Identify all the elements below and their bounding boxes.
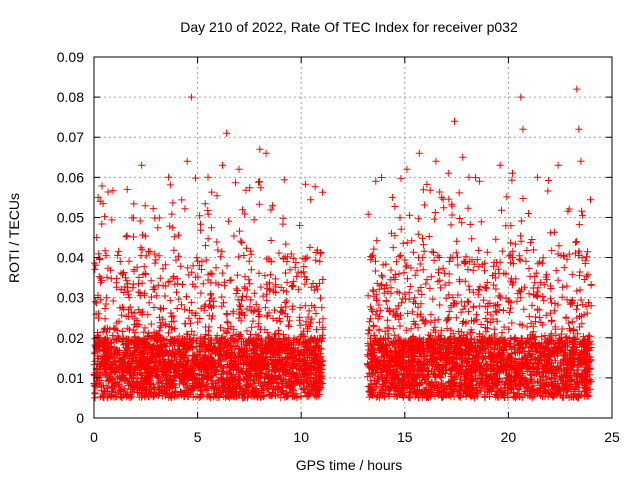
y-tick-label: 0.04: [57, 250, 84, 266]
y-tick-label: 0.06: [57, 169, 84, 185]
y-tick-label: 0: [76, 410, 84, 426]
roti-point-markers: [90, 85, 595, 402]
x-tick-label: 5: [194, 429, 202, 445]
y-tick-label: 0.09: [57, 49, 84, 65]
x-tick-label: 20: [501, 429, 517, 445]
y-tick-label: 0.01: [57, 370, 84, 386]
data-points: [90, 85, 595, 402]
x-tick-label: 0: [90, 429, 98, 445]
y-tick-label: 0.07: [57, 129, 84, 145]
x-tick-label: 10: [293, 429, 309, 445]
x-axis-label: GPS time / hours: [296, 457, 403, 473]
x-tick-label: 25: [604, 429, 620, 445]
chart-title: Day 210 of 2022, Rate Of TEC Index for r…: [180, 19, 518, 35]
x-tick-label: 15: [397, 429, 413, 445]
y-tick-label: 0.02: [57, 330, 84, 346]
y-tick-label: 0.05: [57, 209, 84, 225]
axis-ticks: 0 0.01 0.02 0.03 0.04 0.05 0.06 0.07 0.08 0.09 0 5 1…: [57, 49, 620, 445]
y-tick-label: 0.03: [57, 290, 84, 306]
y-axis-label: ROTI / TECUs: [6, 193, 22, 283]
y-tick-label: 0.08: [57, 89, 84, 105]
plot-frame: [93, 56, 613, 419]
